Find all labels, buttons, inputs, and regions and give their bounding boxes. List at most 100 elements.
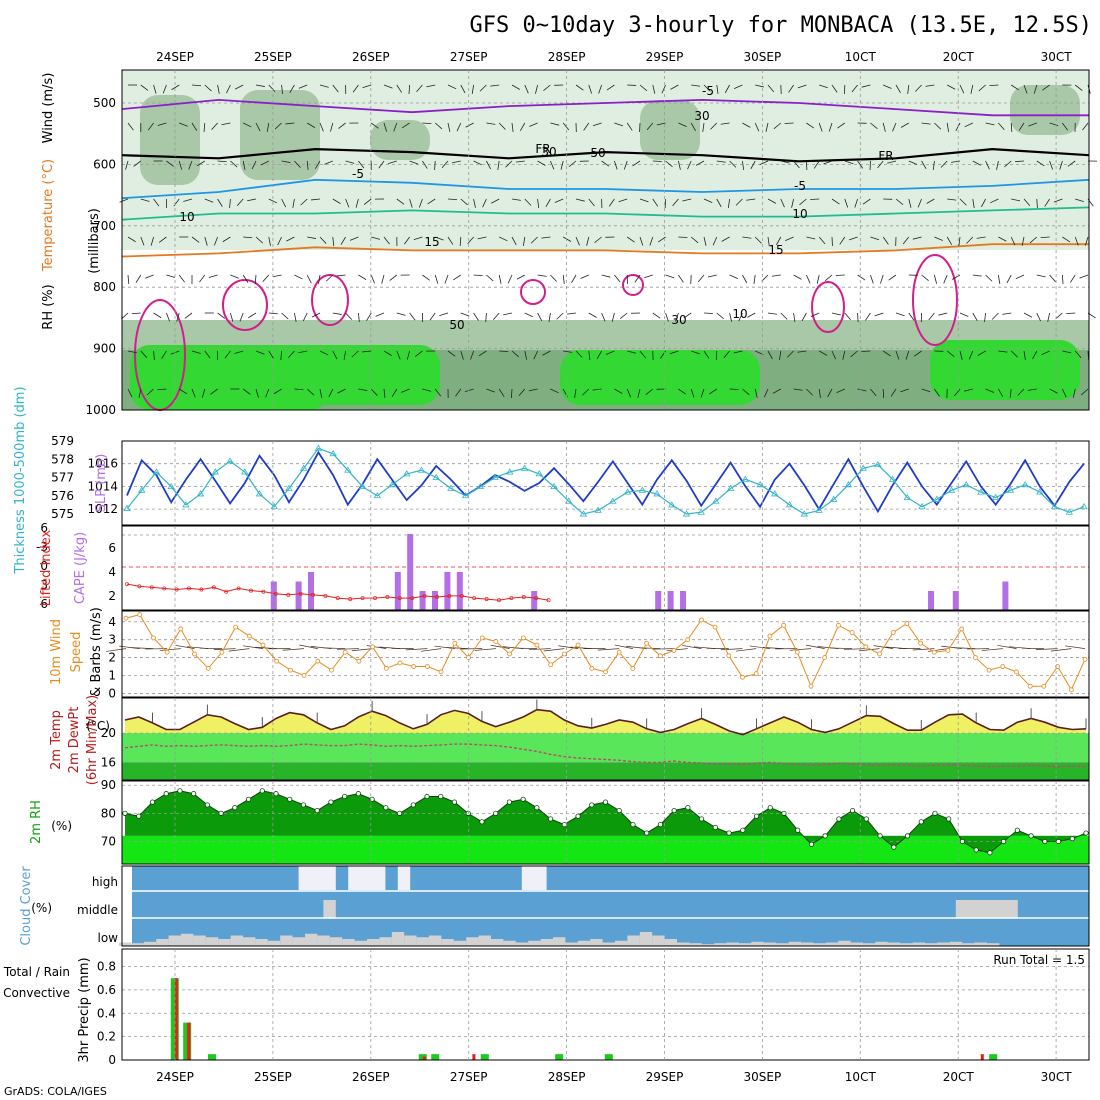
cloud-low-bar bbox=[726, 942, 739, 946]
wind-barb bbox=[836, 388, 845, 394]
wind-barb bbox=[652, 84, 656, 94]
wind-speed-point bbox=[383, 665, 389, 671]
wind-barb bbox=[1015, 274, 1025, 280]
wind-speed-point bbox=[849, 630, 855, 635]
wind-speed-point bbox=[233, 624, 239, 630]
wind-barb bbox=[976, 236, 986, 239]
lifted-tick-label: 0 bbox=[40, 559, 48, 573]
pressure-tick-label: 900 bbox=[93, 342, 116, 356]
wind-barb bbox=[171, 84, 180, 91]
wind-barb bbox=[1049, 388, 1058, 394]
rh2m-point bbox=[438, 793, 444, 800]
wind-barb bbox=[964, 122, 973, 128]
cloud-low-bar bbox=[379, 937, 392, 946]
wind-speed-point bbox=[945, 648, 951, 653]
rh2m-point bbox=[589, 802, 595, 808]
cloud-low-bar bbox=[887, 942, 901, 946]
surface-wind-barb bbox=[558, 645, 579, 649]
thickness-point bbox=[638, 486, 647, 493]
thickness-point bbox=[903, 493, 912, 501]
thickness-point bbox=[830, 495, 838, 502]
surface-wind-barb bbox=[490, 644, 510, 649]
cloud-low-bar bbox=[825, 942, 839, 946]
cloud-low-bar bbox=[342, 939, 355, 946]
wind-barb bbox=[497, 160, 500, 170]
wind-barb bbox=[530, 236, 538, 244]
cloud-low-bar bbox=[193, 935, 206, 946]
lifted-index-point bbox=[224, 589, 229, 594]
cloud-low-bar bbox=[404, 935, 417, 946]
wind-barb bbox=[905, 350, 910, 360]
thickness-point bbox=[594, 506, 602, 513]
cape-bar bbox=[444, 572, 451, 610]
wind-barb bbox=[119, 198, 129, 203]
wind-barb bbox=[161, 350, 167, 359]
cloud-low-bar bbox=[974, 942, 987, 946]
wind-barb bbox=[598, 84, 602, 94]
wind-barb bbox=[366, 312, 372, 321]
wind-barb bbox=[255, 350, 265, 355]
wind-barb bbox=[204, 236, 208, 246]
wind-barb bbox=[486, 160, 491, 170]
surface-wind-barb bbox=[912, 648, 935, 651]
wind-barb bbox=[383, 122, 388, 132]
cloud-low-bar bbox=[813, 943, 826, 946]
wind-barb bbox=[157, 388, 167, 391]
cape-axis-title: CAPE (J/kg) bbox=[73, 532, 88, 604]
wind-barb bbox=[535, 84, 538, 94]
wind-barb bbox=[311, 312, 321, 318]
wind-barb bbox=[1067, 160, 1076, 167]
wind-barb bbox=[352, 84, 359, 93]
lifted-index-point bbox=[447, 593, 452, 598]
x-tick-label-bottom: 30CT bbox=[1041, 1070, 1073, 1084]
wind-tick-label: 0 bbox=[108, 686, 116, 700]
thickness-point bbox=[241, 468, 249, 475]
wind-barb bbox=[519, 122, 526, 131]
wind-barb bbox=[678, 388, 687, 395]
wind-speed-point bbox=[219, 649, 225, 655]
wind-barb bbox=[771, 274, 781, 277]
panels-group: 24SEP 24SEP 25SEP 25SEP 26SEP 26SEP 27SEP 27SEP… bbox=[3, 50, 1098, 1084]
wind-barb bbox=[695, 160, 705, 166]
wind-barb bbox=[498, 388, 505, 397]
rh-fill-moist-patch bbox=[130, 345, 330, 410]
rh2m-point bbox=[946, 816, 952, 822]
wind-barb bbox=[880, 274, 884, 284]
lifted-index-point bbox=[373, 596, 377, 601]
wind-barb bbox=[571, 274, 577, 283]
cloud-low-bar bbox=[925, 943, 938, 946]
wind-barb bbox=[823, 160, 833, 165]
wind-barb bbox=[505, 160, 513, 168]
wind-speed-point bbox=[726, 653, 732, 659]
thickness-point bbox=[623, 488, 632, 495]
wind-barb bbox=[255, 122, 261, 132]
wind-barb bbox=[816, 274, 820, 284]
wind-barb bbox=[850, 350, 858, 358]
wind-barb bbox=[528, 388, 538, 392]
wind-barb bbox=[912, 236, 922, 240]
wind-speed-point bbox=[671, 648, 677, 653]
rh-contour-95 bbox=[222, 279, 268, 331]
wind-barb bbox=[818, 236, 826, 245]
lifted-index-line bbox=[126, 583, 549, 601]
wind-barb bbox=[614, 160, 618, 170]
cloud-level-label: high bbox=[92, 875, 118, 889]
wind-barb bbox=[294, 160, 301, 168]
wind-barb bbox=[362, 84, 372, 89]
wind-barb bbox=[490, 84, 500, 87]
wind-barb bbox=[780, 198, 785, 208]
cloud-mid-block bbox=[323, 900, 336, 918]
wind-speed-point bbox=[603, 669, 608, 675]
wind-barb bbox=[882, 122, 886, 132]
wind-barb bbox=[928, 312, 935, 321]
isotherm-minus5 bbox=[121, 98, 1089, 117]
wind-barb bbox=[262, 274, 270, 282]
wind-barb bbox=[1053, 198, 1063, 203]
wind-barb bbox=[806, 236, 816, 240]
wind-speed-point bbox=[973, 655, 978, 660]
wind-barb bbox=[926, 198, 935, 204]
wind-barb bbox=[588, 198, 595, 207]
wind-barb bbox=[947, 198, 957, 201]
wind-barb bbox=[972, 312, 978, 321]
wind-barb bbox=[575, 84, 584, 91]
